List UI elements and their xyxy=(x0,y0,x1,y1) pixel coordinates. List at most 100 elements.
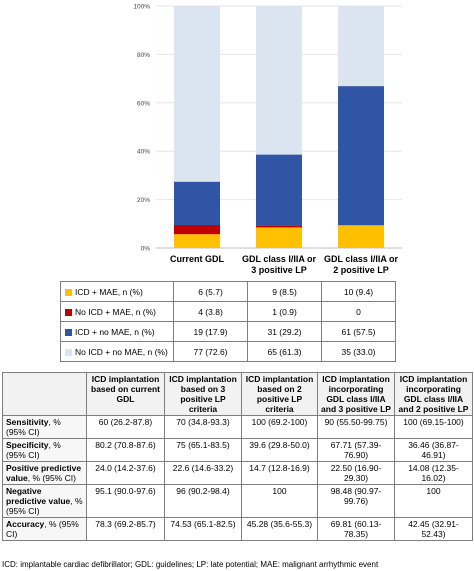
legend-label: No ICD + no MAE, n (%) xyxy=(75,346,168,357)
row-header: Specificity, % (95% CI) xyxy=(2,438,87,462)
column-header: ICD implantation incorporating GDL class… xyxy=(317,372,395,416)
metric-unit: , % (95% CI) xyxy=(6,496,83,516)
data-label: 9 (8.5) xyxy=(247,281,322,302)
table-cell: 69.81 (60.13-78.35) xyxy=(317,517,395,541)
table-row: Accuracy, % (95% CI) 78.3 (69.2-85.7) 74.5… xyxy=(2,517,473,541)
stacked-bar-chart: 0% 20% 40% 60% 80% 100% Current GDL GDL class … xyxy=(133,4,402,275)
legend-label-cell: ICD + MAE, n (%) xyxy=(60,281,174,302)
table-cell: 22.6 (14.6-33.2) xyxy=(164,461,242,485)
table-cell: 42.45 (32.91-52.43) xyxy=(394,517,473,541)
footnote: ICD: implantable cardiac defibrillator; … xyxy=(2,560,379,569)
metric-unit: , % (95% CI) xyxy=(27,473,76,483)
x-axis-categories: Current GDL GDL class I/IIA or3 positive … xyxy=(170,254,399,275)
column-header: ICD implantation based on 3 positive LP … xyxy=(164,372,242,416)
bar-segment xyxy=(256,154,302,226)
table-cell: 100 (69.2-100) xyxy=(241,415,318,439)
bar-segment xyxy=(338,225,384,248)
legend-label-cell: No ICD + MAE, n (%) xyxy=(60,301,174,322)
metric-name: Negative predictive value xyxy=(6,486,71,506)
column-header: ICD implantation incorporating GDL class… xyxy=(394,372,473,416)
bar-segment xyxy=(256,225,302,228)
table-cell: 70 (34.8-93.3) xyxy=(164,415,242,439)
x-category-label: Current GDL xyxy=(170,254,225,264)
bar-segment xyxy=(174,225,220,235)
x-category-label: GDL class I/IIA or xyxy=(324,254,399,264)
table-row: Sensitivity, % (95% CI) 60 (26.2-87.8) 70 … xyxy=(2,415,473,439)
table-cell: 98.48 (90.97-99.76) xyxy=(317,484,395,518)
bar-segment xyxy=(174,234,220,248)
data-label: 61 (57.5) xyxy=(321,321,396,342)
legend-row: ICD + no MAE, n (%) 19 (17.9) 31 (29.2) 61 … xyxy=(60,321,396,342)
metric-name: Positive predictive value xyxy=(6,463,82,483)
data-label: 19 (17.9) xyxy=(173,321,248,342)
legend-row: No ICD + MAE, n (%) 4 (3.8) 1 (0.9) 0 xyxy=(60,301,396,322)
bar-segment xyxy=(174,181,220,226)
legend-data-table: ICD + MAE, n (%) 6 (5.7) 9 (8.5) 10 (9.4) No… xyxy=(60,281,396,362)
y-tick-label: 0% xyxy=(141,246,151,253)
metric-name: Specificity xyxy=(6,440,49,450)
table-cell: 39.6 (29.8-50.0) xyxy=(241,438,318,462)
row-header: Negative predictive value, % (95% CI) xyxy=(2,484,87,518)
bar-segment xyxy=(256,6,302,155)
table-row: Positive predictive value, % (95% CI) 24.… xyxy=(2,461,473,485)
y-axis-ticks: 0% 20% 40% 60% 80% 100% xyxy=(133,4,150,253)
legend-label: No ICD + MAE, n (%) xyxy=(75,306,157,317)
legend-swatch xyxy=(65,328,72,336)
metric-unit: , % (95% CI) xyxy=(6,440,61,460)
column-header: ICD implantation based on current GDL xyxy=(86,372,165,416)
data-label: 10 (9.4) xyxy=(321,281,396,302)
bar-segment xyxy=(338,6,384,87)
data-label: 35 (33.0) xyxy=(321,341,396,362)
y-tick-label: 100% xyxy=(133,4,150,11)
x-category-label: 3 positive LP xyxy=(251,265,307,275)
table-cell: 90 (55.50-99.75) xyxy=(317,415,395,439)
table-cell: 100 xyxy=(241,484,318,518)
x-category-label: GDL class I/IIA or xyxy=(242,254,317,264)
legend-label-cell: ICD + no MAE, n (%) xyxy=(60,321,174,342)
legend-row: ICD + MAE, n (%) 6 (5.7) 9 (8.5) 10 (9.4) xyxy=(60,281,396,302)
metric-unit: , % (95% CI) xyxy=(6,417,61,437)
table-cell: 24.0 (14.2-37.6) xyxy=(86,461,165,485)
chart-bars xyxy=(174,6,384,248)
y-tick-label: 20% xyxy=(137,197,150,204)
column-header: ICD implantation based on 2 positive LP … xyxy=(241,372,318,416)
data-label: 1 (0.9) xyxy=(247,301,322,322)
table-cell: 14.08 (12.35-16.02) xyxy=(394,461,473,485)
legend-swatch xyxy=(65,288,72,296)
bar-segment xyxy=(256,227,302,248)
table-cell: 100 xyxy=(394,484,473,518)
table-cell: 75 (65.1-83.5) xyxy=(164,438,242,462)
row-header: Accuracy, % (95% CI) xyxy=(2,517,87,541)
table-cell: 67.71 (57.39-76.90) xyxy=(317,438,395,462)
bar-segment xyxy=(338,86,384,226)
metric-name: Accuracy xyxy=(6,519,45,529)
data-label: 6 (5.7) xyxy=(173,281,248,302)
row-header: Positive predictive value, % (95% CI) xyxy=(2,461,87,485)
metric-unit: , % (95% CI) xyxy=(6,519,79,539)
table-cell: 80.2 (70.8-87.6) xyxy=(86,438,165,462)
table-cell: 100 (69.15-100) xyxy=(394,415,473,439)
table-row: Specificity, % (95% CI) 80.2 (70.8-87.6) 7… xyxy=(2,438,473,462)
table-cell: 96 (90.2-98.4) xyxy=(164,484,242,518)
table-cell: 45.28 (35.6-55.3) xyxy=(241,517,318,541)
data-label: 77 (72.6) xyxy=(173,341,248,362)
data-label: 4 (3.8) xyxy=(173,301,248,322)
table-cell: 95.1 (90.0-97.6) xyxy=(86,484,165,518)
data-label: 31 (29.2) xyxy=(247,321,322,342)
y-tick-label: 40% xyxy=(137,149,150,156)
bar-segment xyxy=(174,6,220,182)
table-cell: 74.53 (65.1-82.5) xyxy=(164,517,242,541)
legend-swatch xyxy=(65,308,72,316)
legend-label: ICD + no MAE, n (%) xyxy=(75,326,155,337)
row-header: Sensitivity, % (95% CI) xyxy=(2,415,87,439)
table-cell: 22.50 (16.90-29.30) xyxy=(317,461,395,485)
y-tick-label: 80% xyxy=(137,52,150,59)
legend-label-cell: No ICD + no MAE, n (%) xyxy=(60,341,174,362)
table-cell: 36.46 (36.87-46.91) xyxy=(394,438,473,462)
table-cell: 14.7 (12.8-16.9) xyxy=(241,461,318,485)
column-header xyxy=(2,372,87,416)
y-tick-label: 60% xyxy=(137,100,150,107)
diagnostic-performance-table: ICD implantation based on current GDL ICD… xyxy=(2,372,473,541)
legend-row: No ICD + no MAE, n (%) 77 (72.6) 65 (61.3)… xyxy=(60,341,396,362)
legend-swatch xyxy=(65,348,72,356)
